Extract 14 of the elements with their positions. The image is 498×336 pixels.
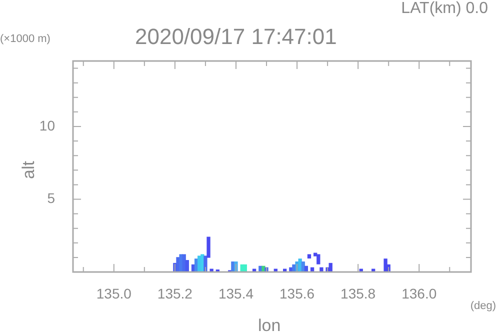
y-axis-title: alt <box>18 161 39 179</box>
x-tick-label: 136.0 <box>402 285 437 302</box>
chart-subtitle: LAT(km) 0.0 <box>401 0 488 18</box>
x-axis-title: lon <box>258 316 281 336</box>
x-tick-label: 135.0 <box>96 285 132 302</box>
text: (deg) <box>470 300 496 312</box>
x-tick-label: 135.6 <box>280 285 315 302</box>
x-tick-label: 135.4 <box>218 285 254 302</box>
chart-title: 2020/09/17 17:47:01 <box>135 24 337 50</box>
text: (×1000 m) <box>0 33 50 45</box>
y-tick-label: 10 <box>39 117 56 134</box>
x-tick-label: 135.8 <box>340 285 376 302</box>
x-tick-label: 135.2 <box>157 285 193 302</box>
y-tick-label: 5 <box>47 190 56 206</box>
